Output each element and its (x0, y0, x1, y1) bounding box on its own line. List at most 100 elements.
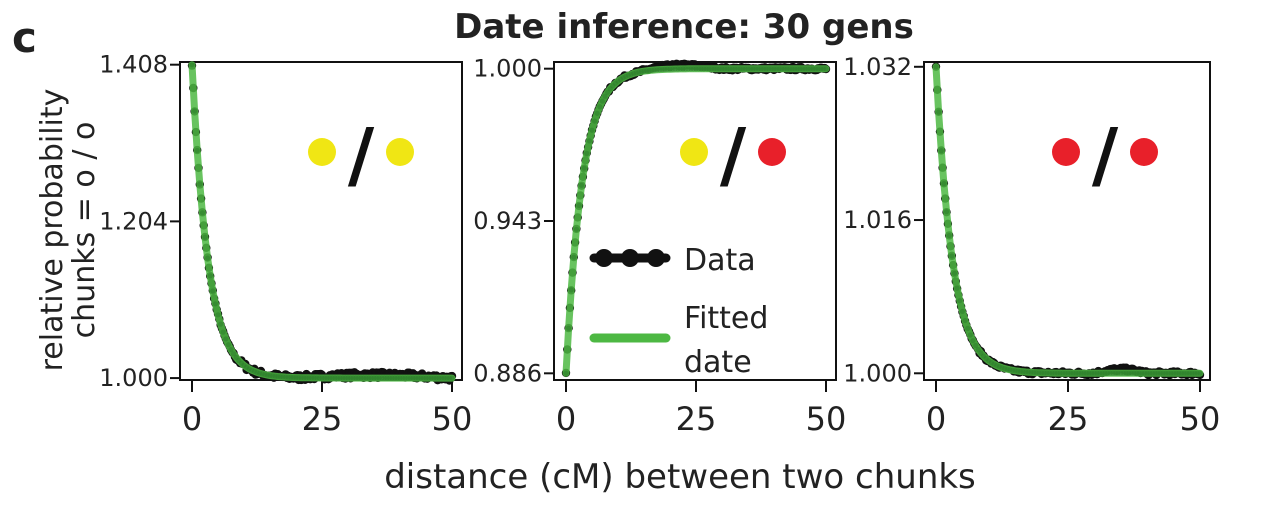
panel-letter: c (12, 13, 37, 62)
legend-fit-label-line1: Fitted (684, 301, 768, 336)
y-tick-label: 0.943 (473, 207, 542, 235)
y-tick-label: 1.000 (473, 55, 542, 83)
fitted-point (228, 347, 234, 353)
fitted-point (573, 226, 580, 232)
panel-3: 1.000 1.016 1.032 0 25 50 / (843, 53, 1220, 438)
legend-data-marker (647, 249, 665, 267)
fitted-point (599, 98, 606, 104)
fitted-point (563, 370, 569, 376)
fitted-point (189, 62, 195, 68)
fitted-point (220, 329, 226, 335)
fitted-point (207, 273, 213, 279)
fitted-point (584, 150, 590, 156)
fitted-point (568, 287, 574, 293)
fitted-point (192, 108, 198, 114)
legend: Data Fitted date (589, 243, 768, 380)
fitted-point (205, 255, 211, 261)
yellow-dot-icon (680, 138, 708, 166)
x-tick-label: 25 (676, 400, 717, 438)
red-dot-icon (758, 138, 786, 166)
x-tick-label: 0 (556, 400, 576, 438)
fitted-point (936, 109, 942, 115)
x-tick-label: 25 (1048, 400, 1089, 438)
fitted-point (592, 118, 598, 124)
fitted-point (965, 325, 971, 331)
fitted-point (194, 147, 200, 154)
fitted-line (932, 63, 1204, 377)
x-tick-label: 0 (926, 400, 946, 438)
red-dot-icon (1052, 138, 1080, 166)
figure-title: Date inference: 30 gens (454, 7, 914, 47)
fitted-point (949, 253, 955, 259)
fitted-point (197, 181, 203, 187)
fitted-point (231, 351, 237, 357)
slash-symbol: / (720, 113, 747, 197)
x-tick-label: 0 (182, 400, 202, 438)
fitted-point (581, 165, 587, 171)
fitted-point (212, 301, 218, 307)
fitted-point (946, 232, 952, 239)
y-tick-label: 1.204 (99, 207, 168, 235)
y-tick-label: 1.000 (99, 364, 168, 392)
fitted-points (563, 66, 829, 376)
y-tick-label: 1.408 (99, 51, 168, 79)
fitted-point (933, 64, 939, 70)
yellow-dot-icon (386, 138, 414, 166)
fitted-point (589, 127, 595, 133)
x-axis-label: distance (cM) between two chunks (384, 457, 976, 497)
fitted-point (202, 234, 208, 240)
y-tick-label: 1.032 (843, 53, 912, 81)
fitted-point (566, 325, 572, 331)
legend-data-marker (595, 249, 613, 267)
legend-fit-label-line2: date (684, 345, 752, 380)
y-axis-label-line2: chunks = o / o (67, 122, 102, 339)
fitted-point (967, 332, 973, 338)
fitted-point (223, 336, 229, 342)
fitted-point (597, 104, 603, 110)
fitted-points (933, 64, 1203, 376)
fitted-points (189, 62, 455, 381)
fitted-point (957, 298, 963, 304)
fitted-point (218, 321, 224, 327)
panel-1: 1.000 1.204 1.408 0 25 50 / (99, 51, 472, 438)
fitted-point (1197, 370, 1203, 376)
fitted-point (973, 342, 979, 349)
fitted-point (941, 181, 947, 187)
x-tick-label: 50 (1180, 400, 1221, 438)
fitted-point (970, 338, 976, 344)
y-tick-label: 1.000 (843, 359, 912, 387)
legend-data-label: Data (684, 243, 756, 278)
fitted-point (579, 182, 585, 188)
slash-symbol: / (1092, 113, 1119, 197)
fitted-point (586, 138, 593, 144)
x-tick-label: 25 (302, 400, 343, 438)
fitted-point (954, 285, 960, 291)
fitted-point (199, 210, 205, 216)
x-tick-label: 50 (806, 400, 847, 438)
fitted-point (962, 317, 968, 324)
legend-data-marker (621, 249, 639, 267)
fitted-point (602, 93, 608, 99)
red-dot-icon (1130, 138, 1158, 166)
panel-2: 0.886 0.943 1.000 0 25 50 / Data Fitted date (473, 55, 846, 438)
fitted-point (943, 209, 950, 215)
fitted-point (959, 308, 966, 315)
y-axis-label-line1: relative probability (35, 89, 70, 372)
fitted-point (571, 254, 577, 260)
fitted-point (594, 110, 600, 116)
slash-symbol: / (348, 113, 375, 197)
fitted-point (951, 270, 958, 276)
y-tick-label: 1.016 (843, 206, 912, 234)
fitted-point (449, 375, 455, 381)
fitted-point (823, 66, 829, 72)
fitted-point (210, 288, 216, 294)
yellow-dot-icon (308, 138, 336, 166)
fitted-point (576, 202, 582, 209)
fitted-point (225, 342, 231, 348)
y-tick-label: 0.886 (473, 359, 542, 387)
fitted-line (188, 61, 456, 382)
y-axis-label: relative probability chunks = o / o (35, 89, 102, 372)
fitted-point (215, 312, 221, 318)
x-tick-label: 50 (432, 400, 473, 438)
